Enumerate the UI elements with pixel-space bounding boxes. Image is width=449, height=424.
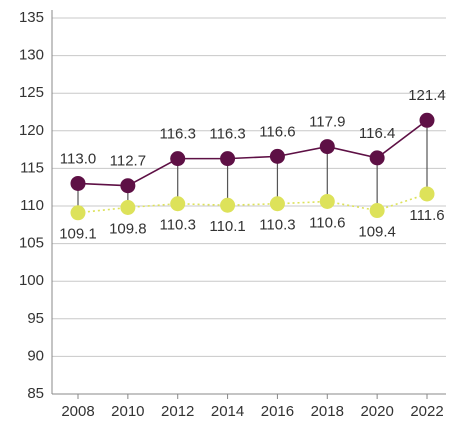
data-label: 110.1 (209, 218, 245, 235)
data-label: 116.6 (259, 123, 295, 140)
x-tick-label: 2018 (311, 403, 344, 420)
y-tick-label: 85 (27, 385, 44, 402)
data-label: 116.3 (209, 126, 245, 143)
y-tick-label: 95 (27, 310, 44, 327)
x-tick-label: 2010 (111, 403, 144, 420)
x-tick-label: 2014 (211, 403, 244, 420)
point (419, 112, 435, 128)
x-tick-label: 2008 (61, 403, 94, 420)
point (369, 150, 385, 166)
point (419, 186, 435, 202)
y-tick-label: 135 (19, 9, 44, 26)
y-tick-label: 90 (27, 347, 44, 364)
point (220, 151, 236, 167)
y-tick-label: 130 (19, 47, 44, 64)
y-tick-label: 100 (19, 272, 44, 289)
data-label: 109.4 (358, 223, 396, 240)
x-tick-label: 2012 (161, 403, 194, 420)
data-label: 109.1 (59, 226, 97, 243)
y-tick-label: 115 (20, 159, 44, 176)
data-label: 117.9 (309, 114, 345, 131)
series-line (77, 119, 428, 187)
data-label: 110.3 (159, 217, 195, 234)
y-tick-label: 110 (20, 197, 44, 214)
data-label: 121.4 (408, 87, 446, 104)
x-tick-label: 2016 (261, 403, 294, 420)
point (269, 148, 285, 164)
data-label: 110.3 (259, 217, 295, 234)
point (170, 151, 186, 167)
point (170, 196, 186, 212)
point (120, 200, 136, 216)
y-tick-label: 125 (19, 84, 44, 101)
point (269, 196, 285, 212)
data-label: 113.0 (60, 150, 96, 167)
y-tick-label: 120 (19, 122, 44, 139)
point (369, 203, 385, 219)
point (319, 139, 335, 155)
x-tick-label: 2022 (410, 403, 443, 420)
data-label: 109.8 (109, 220, 147, 237)
point (220, 197, 236, 213)
data-label: 112.7 (110, 153, 146, 170)
data-label: 110.6 (309, 214, 345, 231)
point (70, 205, 86, 221)
data-label: 116.3 (159, 126, 195, 143)
data-label: 111.6 (409, 207, 444, 224)
x-tick-label: 2020 (360, 403, 393, 420)
point (319, 193, 335, 209)
y-tick-label: 105 (19, 235, 44, 252)
data-label: 116.4 (359, 125, 395, 142)
point (120, 178, 136, 194)
point (70, 175, 86, 191)
